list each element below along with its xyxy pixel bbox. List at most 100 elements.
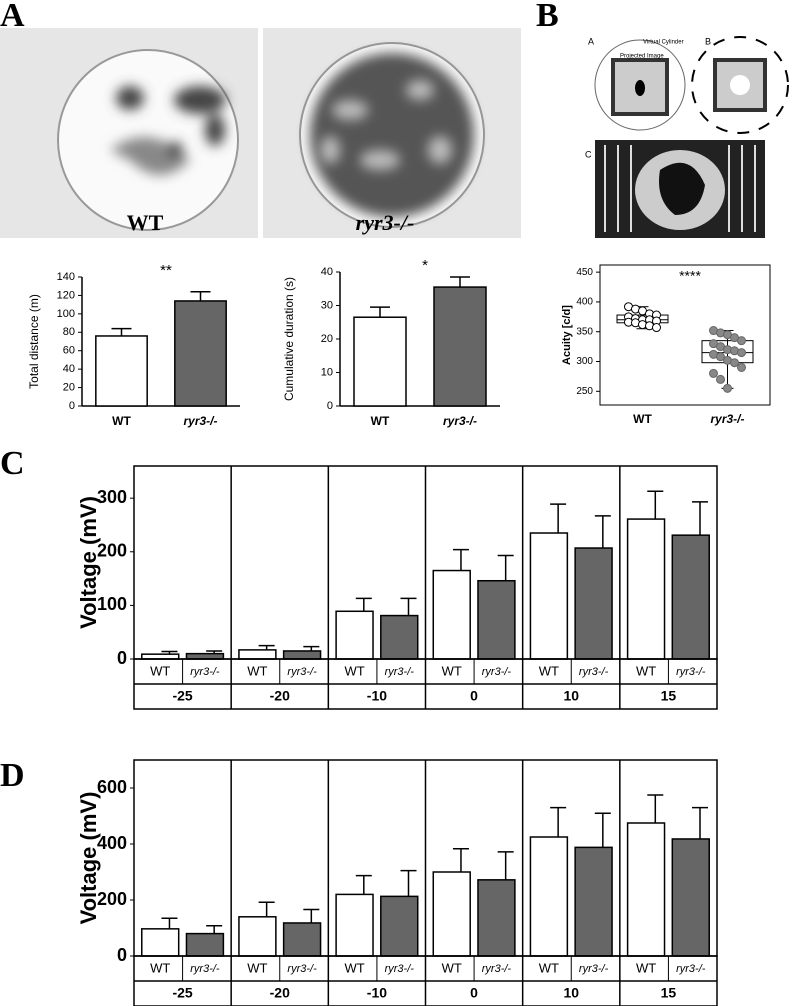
y-tick-label: 80 — [63, 326, 75, 338]
series-label: WT — [344, 663, 364, 678]
bar — [432, 569, 471, 660]
y-tick-label: 200 — [97, 889, 127, 909]
series-label: WT — [442, 663, 462, 678]
series-label: WT — [539, 960, 559, 975]
y-tick-label: 400 — [97, 833, 127, 853]
y-tick-label: 30 — [321, 299, 333, 311]
y-tick-label: 250 — [576, 386, 593, 397]
series-label: WT — [247, 960, 267, 975]
plot-frame — [599, 264, 771, 406]
diagram-label: A — [588, 36, 594, 46]
data-point — [709, 368, 718, 378]
data-point — [723, 383, 732, 393]
image-label: WT — [127, 210, 164, 235]
bar — [671, 534, 710, 660]
significance: * — [422, 257, 428, 274]
bar — [238, 649, 277, 660]
series-label: ryr3-/- — [579, 666, 609, 678]
data-point — [716, 374, 725, 384]
series-label: ryr3-/- — [190, 666, 220, 678]
y-tick-label: 40 — [321, 266, 333, 278]
y-tick-label: 300 — [576, 356, 593, 367]
data-point — [737, 362, 746, 372]
y-tick-label: 20 — [63, 381, 75, 393]
y-tick-label: 120 — [57, 289, 75, 301]
y-tick-label: 40 — [63, 363, 75, 375]
series-label: WT — [150, 960, 170, 975]
bar — [574, 846, 613, 957]
y-tick-label: 0 — [117, 945, 127, 965]
x-tick-label: 0 — [470, 985, 478, 1001]
x-tick-label: -20 — [270, 688, 290, 704]
bar — [95, 335, 148, 407]
diagram-label: Virtual Cylinder — [643, 40, 684, 46]
data-point — [737, 336, 746, 346]
series-label: WT — [539, 663, 559, 678]
bar — [432, 871, 471, 957]
bar — [238, 916, 277, 957]
series-label: ryr3-/- — [385, 963, 415, 975]
y-tick-label: 350 — [576, 326, 593, 337]
y-tick-label: 200 — [97, 541, 127, 561]
x-tick-label: ryr3-/- — [710, 412, 744, 426]
bar — [477, 579, 516, 660]
y-axis-label: Voltage (mV) — [76, 496, 101, 629]
series-label: ryr3-/- — [385, 666, 415, 678]
series-label: WT — [636, 663, 656, 678]
panel-label: C — [0, 445, 25, 482]
x-tick-label: 15 — [661, 688, 677, 704]
bar — [433, 286, 487, 407]
x-tick-label: ryr3-/- — [183, 414, 217, 428]
y-axis-label: Total distance (m) — [27, 294, 41, 389]
significance: **** — [679, 268, 701, 284]
x-tick-label: -10 — [367, 688, 387, 704]
series-label: ryr3-/- — [482, 666, 512, 678]
bar — [574, 547, 613, 660]
series-label: ryr3-/- — [676, 666, 706, 678]
bar — [671, 838, 710, 957]
x-tick-label: 10 — [563, 688, 579, 704]
bar — [529, 836, 569, 957]
bar — [380, 895, 419, 957]
series-label: WT — [150, 663, 170, 678]
data-point — [737, 348, 746, 358]
y-tick-label: 140 — [57, 271, 75, 283]
x-tick-label: 10 — [563, 985, 579, 1001]
bar — [335, 893, 374, 957]
bar — [335, 610, 374, 660]
bar — [626, 518, 666, 660]
y-tick-label: 100 — [97, 594, 127, 614]
y-tick-label: 0 — [69, 400, 75, 412]
series-label: WT — [247, 663, 267, 678]
y-tick-label: 0 — [327, 400, 333, 412]
x-tick-label: 0 — [470, 688, 478, 704]
diagram-label: C — [585, 149, 592, 159]
bar — [174, 300, 227, 407]
bar — [282, 650, 322, 660]
y-tick-label: 300 — [97, 487, 127, 507]
significance: ** — [160, 262, 172, 279]
x-tick-label: -10 — [367, 985, 387, 1001]
diagram-label: Projected Image — [620, 54, 664, 60]
bar — [141, 928, 180, 957]
data-point — [652, 323, 661, 333]
x-tick-label: -25 — [172, 688, 192, 704]
panel-label: D — [0, 757, 25, 794]
data-point — [716, 352, 725, 362]
x-tick-label: -20 — [270, 985, 290, 1001]
x-tick-label: ryr3-/- — [443, 414, 477, 428]
bar — [353, 316, 407, 407]
image-label: ryr3-/- — [356, 210, 415, 235]
y-axis-label: Cumulative duration (s) — [282, 277, 296, 401]
series-label: WT — [636, 960, 656, 975]
bar — [185, 652, 225, 660]
y-tick-label: 20 — [321, 333, 333, 345]
y-tick-label: 100 — [57, 308, 75, 320]
series-label: ryr3-/- — [579, 963, 609, 975]
y-tick-label: 60 — [63, 345, 75, 357]
bar — [529, 532, 569, 660]
x-tick-label: WT — [112, 414, 131, 428]
series-label: ryr3-/- — [287, 963, 317, 975]
